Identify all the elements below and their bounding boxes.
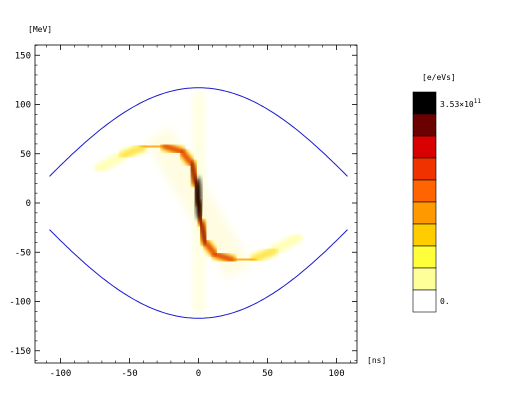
density-band: [230, 256, 257, 263]
colorbar-title: [e/eVs]: [422, 73, 456, 82]
colorbar-cell: [412, 157, 437, 181]
density-band: [200, 221, 207, 244]
separatrix-lower: [49, 229, 348, 319]
colorbar-max-exponent: 11: [474, 98, 482, 105]
y-tick-label: -150: [9, 347, 31, 357]
y-tick-label: 0: [26, 199, 31, 209]
colorbar-cell: [412, 135, 437, 159]
y-tick-label: -50: [15, 248, 31, 258]
colorbar-cell: [412, 245, 437, 269]
colorbar-cell: [412, 201, 437, 225]
axis-layer: -100 -50 0 50 100 150 100 50 0 -50 -100 -150: [9, 45, 357, 379]
density-band: [269, 232, 303, 256]
x-tick-label: -50: [121, 369, 137, 379]
density-band: [203, 240, 217, 256]
colorbar-max-mantissa: 3.53×10: [440, 100, 474, 109]
colorbar: [e/eVs] 3.53×1011 0.: [412, 73, 481, 313]
y-tick-label: 100: [15, 101, 31, 111]
colorbar-cell: [412, 223, 437, 247]
density-band: [250, 246, 278, 263]
y-unit-label: [MeV]: [28, 25, 52, 34]
colorbar-cell: [412, 179, 437, 203]
density-band: [213, 252, 235, 262]
density-band: [190, 162, 197, 185]
phase-space-density-layer: [94, 92, 303, 314]
colorbar-min-label: 0.: [440, 297, 450, 306]
y-tick-label: 150: [15, 51, 31, 61]
y-tick-label: 50: [20, 150, 31, 160]
density-band: [140, 143, 167, 150]
density-band: [180, 150, 194, 166]
y-tick-label: -100: [9, 298, 31, 308]
colorbar-cell: [412, 267, 437, 291]
x-tick-label: 50: [262, 369, 273, 379]
colorbar-max-label: 3.53×1011: [440, 98, 481, 109]
colorbar-cell: [412, 113, 437, 137]
x-tick-label: 0: [196, 369, 201, 379]
plot-frame: [34, 44, 358, 364]
colorbar-cell: [412, 91, 437, 115]
colorbar-cells: [412, 91, 437, 313]
density-core: [195, 176, 202, 221]
separatrix-layer: [49, 87, 348, 319]
separatrix-upper: [49, 87, 348, 177]
x-tick-label: 100: [328, 369, 344, 379]
x-tick-label: -100: [50, 369, 72, 379]
density-band: [162, 144, 184, 154]
x-unit-label: [ns]: [367, 356, 386, 365]
colorbar-cell: [412, 289, 437, 313]
